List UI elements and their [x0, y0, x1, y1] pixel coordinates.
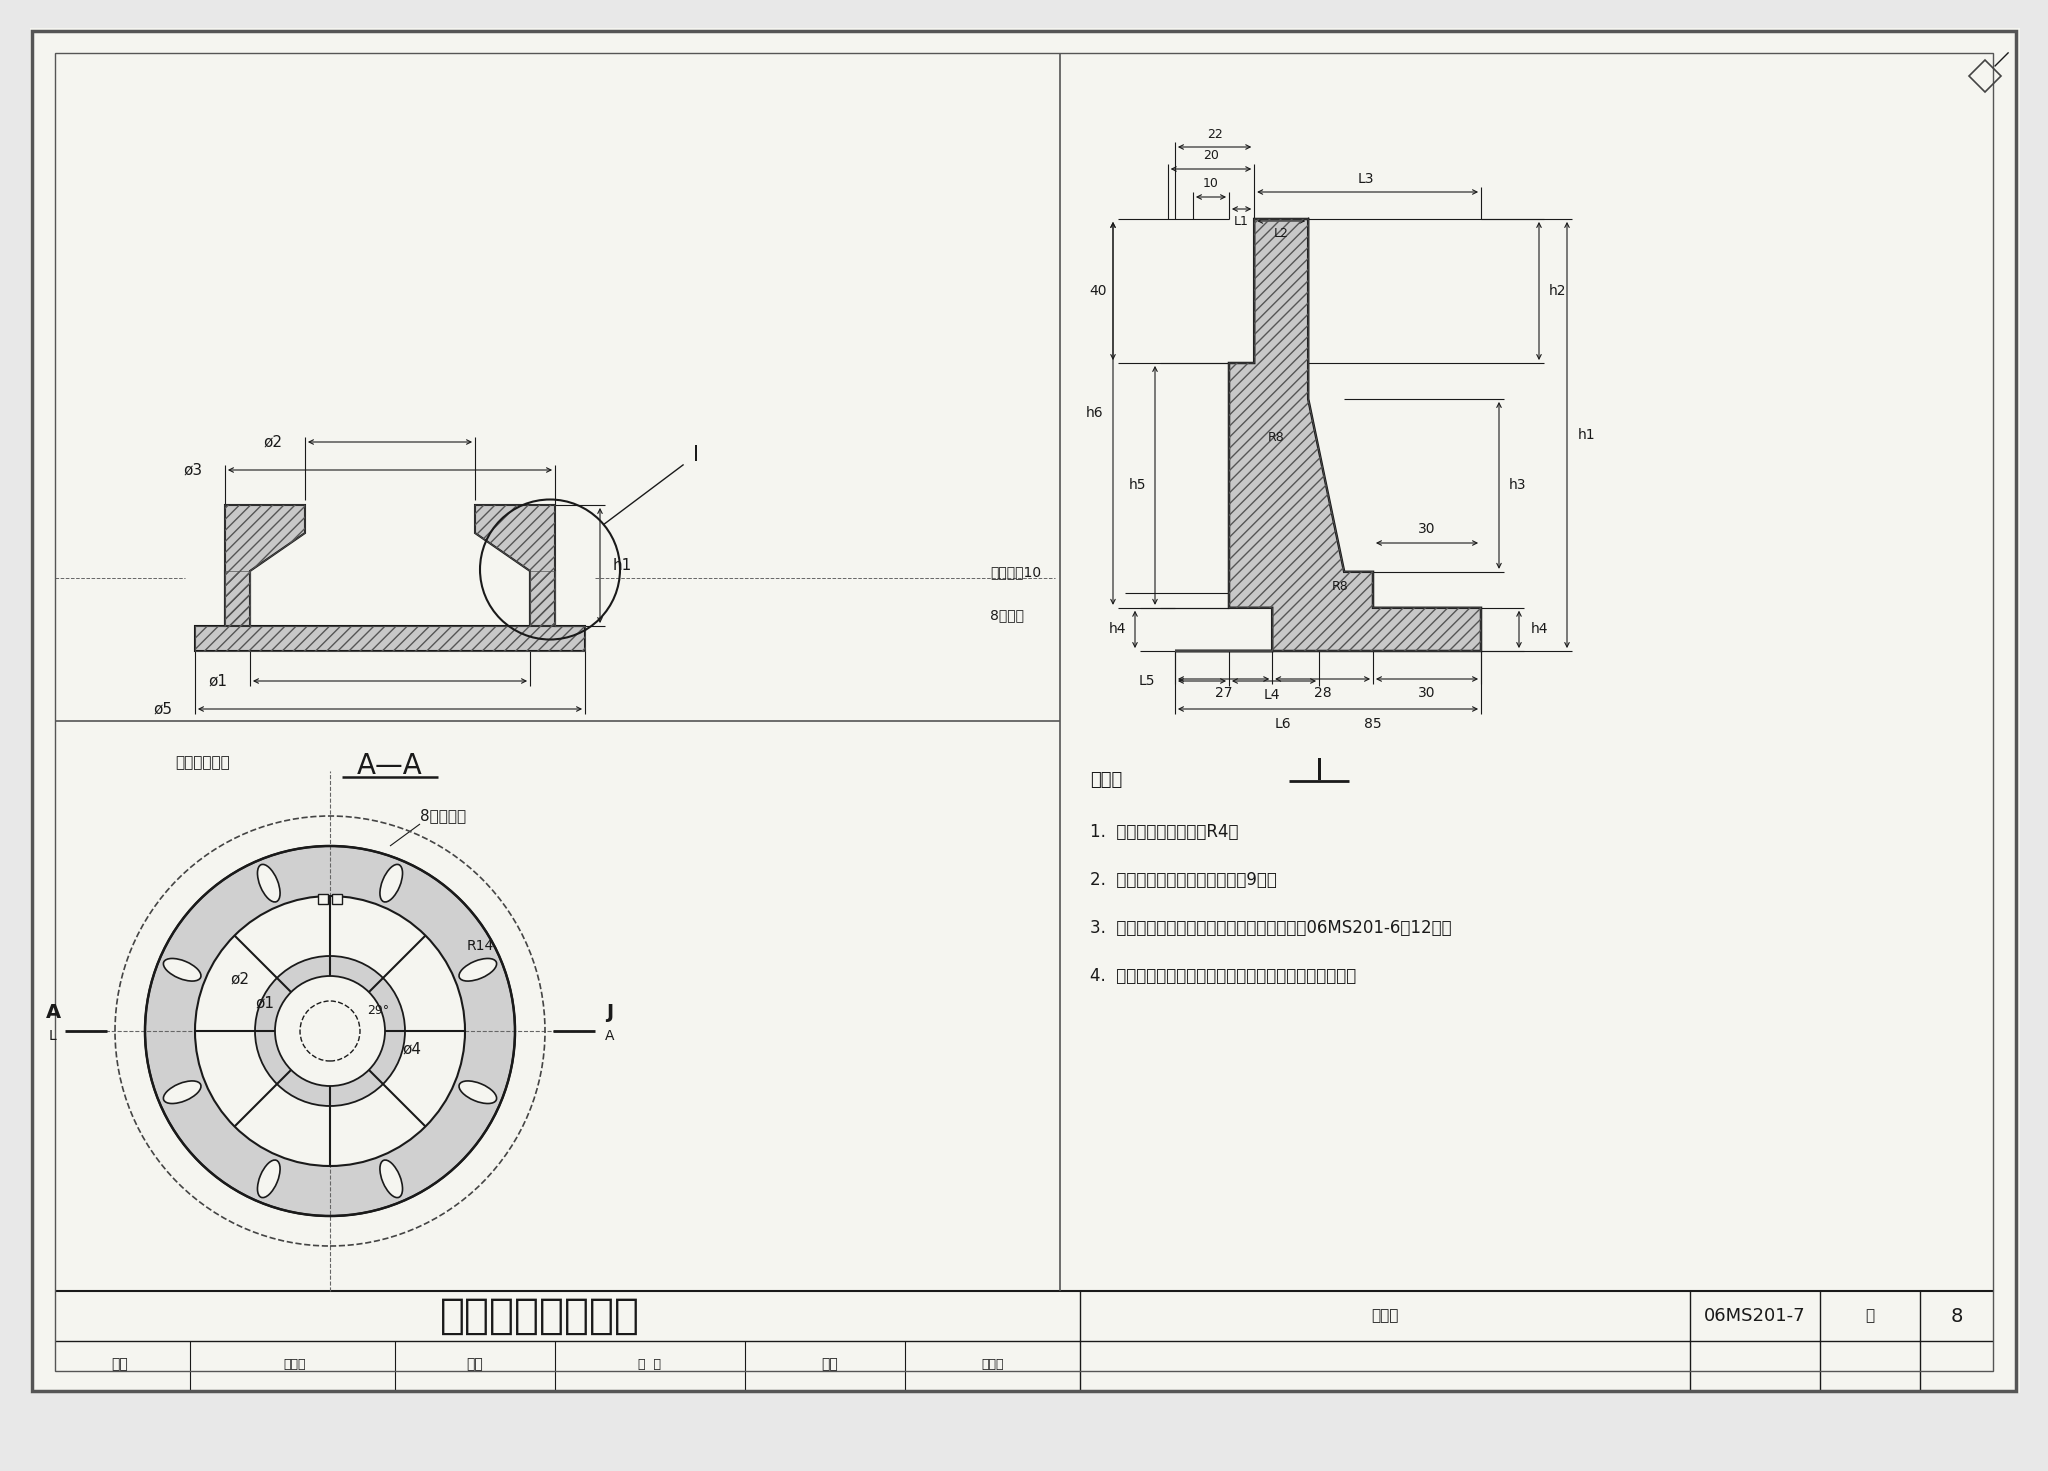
Text: 校对: 校对 [467, 1358, 483, 1371]
Polygon shape [225, 505, 305, 627]
Text: 3.  本支座与其井盖必须有连接，其做法见图集06MS201-6第12页。: 3. 本支座与其井盖必须有连接，其做法见图集06MS201-6第12页。 [1090, 919, 1452, 937]
Text: I: I [692, 444, 698, 465]
Text: L6: L6 [1274, 716, 1292, 731]
Text: A: A [606, 1030, 614, 1043]
Polygon shape [475, 505, 555, 627]
Text: ø2: ø2 [231, 971, 250, 987]
Text: 页: 页 [1866, 1309, 1874, 1324]
Text: 2.  支座配用井盖型号见本图集第9页。: 2. 支座配用井盖型号见本图集第9页。 [1090, 871, 1276, 888]
Text: 铸铁双层井盖支座: 铸铁双层井盖支座 [440, 1294, 639, 1337]
Ellipse shape [164, 959, 201, 981]
Text: 30: 30 [1419, 685, 1436, 700]
Text: L4: L4 [1264, 688, 1280, 702]
Ellipse shape [258, 1161, 281, 1197]
Text: L2: L2 [1274, 227, 1288, 240]
Text: h3: h3 [1507, 478, 1526, 493]
Circle shape [256, 956, 406, 1106]
Text: R8: R8 [1333, 580, 1350, 593]
Text: 8条肋均布: 8条肋均布 [420, 809, 467, 824]
Text: ø4: ø4 [403, 1041, 422, 1056]
Text: 1.  图中未注圆角半径为R4。: 1. 图中未注圆角半径为R4。 [1090, 822, 1239, 841]
Text: 40: 40 [1090, 284, 1106, 299]
Circle shape [145, 846, 514, 1217]
Circle shape [195, 896, 465, 1167]
Text: 4.  井盖与支座应根据直径、承载力及材料一致配套使用。: 4. 井盖与支座应根据直径、承载力及材料一致配套使用。 [1090, 966, 1356, 986]
Text: h1: h1 [1579, 428, 1595, 441]
Text: ø5: ø5 [154, 702, 172, 716]
Text: 8条均布: 8条均布 [989, 608, 1024, 622]
Text: 10: 10 [1202, 177, 1219, 190]
Text: 郭  钧: 郭 钧 [639, 1358, 662, 1371]
Text: A: A [45, 1003, 61, 1022]
Text: 说明：: 说明： [1090, 771, 1122, 788]
Text: 温丽晖: 温丽晖 [981, 1358, 1004, 1371]
Circle shape [274, 975, 385, 1086]
Ellipse shape [381, 865, 403, 902]
Bar [317, 894, 328, 905]
Text: 加强肋厚10: 加强肋厚10 [989, 565, 1040, 578]
Ellipse shape [381, 1161, 403, 1197]
Text: 王僚山: 王僚山 [285, 1358, 307, 1371]
Text: L5: L5 [1139, 674, 1155, 688]
Text: 28: 28 [1313, 685, 1331, 700]
Bar [332, 894, 342, 905]
Text: 85: 85 [1364, 716, 1382, 731]
Text: 设计: 设计 [821, 1358, 838, 1371]
Text: h5: h5 [1128, 478, 1145, 493]
Text: 29°: 29° [367, 1005, 389, 1018]
Text: 20: 20 [1202, 149, 1219, 162]
Polygon shape [195, 571, 586, 652]
Text: ø3: ø3 [184, 462, 203, 478]
Text: h4: h4 [1530, 622, 1548, 637]
Text: 8: 8 [1952, 1306, 1964, 1325]
Text: 图集号: 图集号 [1372, 1309, 1399, 1324]
Text: 06MS201-7: 06MS201-7 [1704, 1308, 1806, 1325]
Text: 支座标志位置: 支座标志位置 [174, 756, 229, 771]
Text: 30: 30 [1419, 522, 1436, 535]
Polygon shape [1176, 219, 1481, 652]
Text: J: J [606, 1003, 614, 1022]
Text: 审核: 审核 [113, 1358, 129, 1371]
Text: L3: L3 [1358, 172, 1374, 185]
Text: R8: R8 [1268, 431, 1284, 444]
Text: R14: R14 [467, 938, 494, 953]
Text: A—A: A—A [356, 752, 422, 780]
Text: 27: 27 [1214, 685, 1233, 700]
Text: h1: h1 [612, 558, 631, 574]
Text: ø2: ø2 [264, 434, 283, 450]
Text: h2: h2 [1548, 284, 1567, 299]
Text: L: L [49, 1030, 57, 1043]
Ellipse shape [258, 865, 281, 902]
Text: ø1: ø1 [256, 996, 274, 1011]
Text: ø1: ø1 [209, 674, 227, 688]
Ellipse shape [459, 1081, 496, 1103]
Text: 22: 22 [1206, 128, 1223, 141]
Text: I: I [1315, 756, 1323, 786]
Text: h6: h6 [1085, 406, 1104, 421]
Bar [55, 53, 1993, 1371]
Ellipse shape [164, 1081, 201, 1103]
Text: h4: h4 [1108, 622, 1126, 637]
Ellipse shape [459, 959, 496, 981]
Text: L1: L1 [1235, 215, 1249, 228]
